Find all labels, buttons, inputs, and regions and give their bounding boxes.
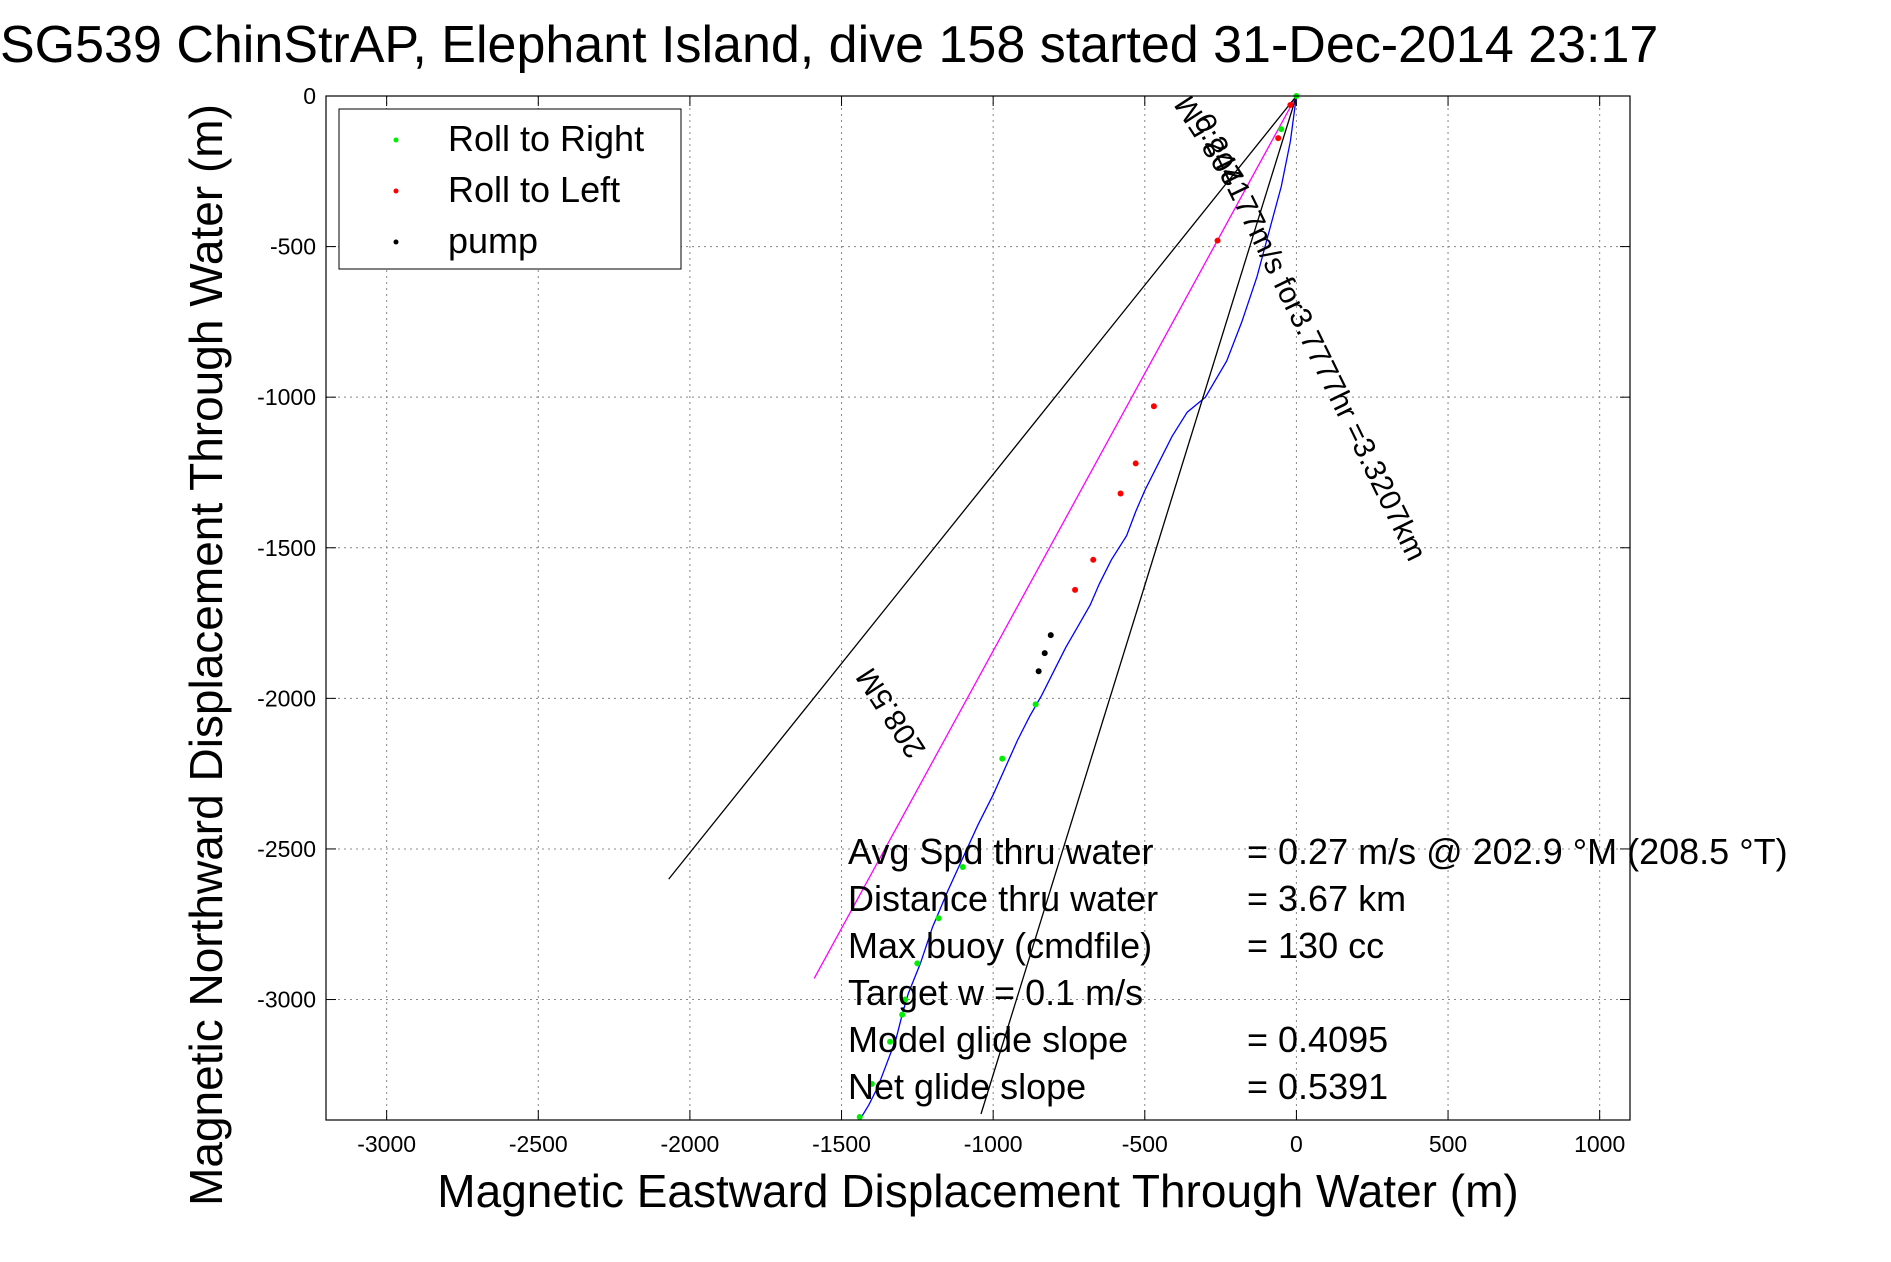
y-tick-label: -1500 (257, 535, 316, 561)
stat-label: Avg Spd thru water (848, 831, 1154, 872)
stat-value: = 0.27 m/s @ 202.9 °M (208.5 °T) (1247, 831, 1788, 872)
legend-label: Roll to Right (448, 118, 644, 159)
data-point (1032, 701, 1039, 708)
stat-label: Net glide slope (848, 1066, 1086, 1107)
data-point (999, 755, 1006, 762)
x-tick-label: 1000 (1574, 1131, 1625, 1157)
y-tick-label: -1000 (257, 384, 316, 410)
series-line (859, 95, 1298, 1121)
data-series (668, 93, 1300, 1121)
stat-label: Model glide slope (848, 1019, 1128, 1060)
x-tick-label: 0 (1290, 1131, 1303, 1157)
data-point (959, 864, 966, 871)
legend-label: Roll to Left (448, 169, 620, 210)
stat-value: = 0.4095 (1247, 1019, 1388, 1060)
stat-value: = 0.5391 (1247, 1066, 1388, 1107)
x-tick-label: -1500 (812, 1131, 871, 1157)
x-tick-label: -2500 (509, 1131, 568, 1157)
y-tick-label: -2500 (257, 836, 316, 862)
y-axis-label: Magnetic Northward Displacement Through … (180, 104, 232, 1206)
data-point (902, 996, 909, 1003)
stat-label: Target w = 0.1 m/s (848, 972, 1143, 1013)
data-point (914, 960, 921, 967)
y-tick-label: -3000 (257, 987, 316, 1013)
stat-value: = 130 cc (1247, 925, 1384, 966)
axis-ticks: -3000 -2500 -2000 -1500 -1000 -500 0 500 1000 0 -5… (257, 83, 1630, 1157)
legend: Roll to Right Roll to Left pump (338, 108, 682, 270)
data-point (1214, 237, 1221, 244)
stat-value: = 3.67 km (1247, 878, 1406, 919)
series-line (980, 95, 1298, 1115)
y-tick-label: -2000 (257, 685, 316, 711)
x-tick-label: 500 (1429, 1131, 1467, 1157)
stat-label: Distance thru water (848, 878, 1158, 919)
stat-label: Max buoy (cmdfile) (848, 925, 1152, 966)
data-point (1035, 668, 1042, 675)
legend-marker (393, 239, 399, 245)
data-point (1090, 556, 1097, 563)
y-tick-label: -500 (270, 234, 316, 260)
legend-marker (393, 137, 399, 143)
data-point (1117, 490, 1124, 497)
data-point (1278, 126, 1285, 133)
data-point (1072, 586, 1079, 593)
data-point (1275, 135, 1282, 142)
x-tick-label: -500 (1122, 1131, 1168, 1157)
plot-frame (325, 95, 1631, 1121)
data-point (856, 1113, 863, 1120)
chart-title: SG539 ChinStrAP, Elephant Island, dive 1… (0, 16, 1658, 74)
stats-panel: Avg Spd thru water = 0.27 m/s @ 202.9 °M … (848, 831, 1788, 1107)
x-tick-label: -2000 (660, 1131, 719, 1157)
data-point (887, 1038, 894, 1045)
data-point (899, 1011, 906, 1018)
y-tick-label: 0 (303, 83, 316, 109)
legend-marker (393, 188, 399, 194)
data-point (868, 1080, 875, 1087)
x-tick-label: -3000 (357, 1131, 416, 1157)
data-point (1047, 632, 1054, 639)
data-point (1132, 460, 1139, 467)
data-point (935, 915, 942, 922)
data-point (1150, 403, 1157, 410)
x-tick-label: -1000 (964, 1131, 1023, 1157)
data-point (1287, 102, 1294, 109)
x-axis-label: Magnetic Eastward Displacement Through W… (437, 1165, 1518, 1217)
series-line (668, 95, 1297, 880)
legend-label: pump (448, 220, 538, 261)
data-point (1041, 650, 1048, 657)
